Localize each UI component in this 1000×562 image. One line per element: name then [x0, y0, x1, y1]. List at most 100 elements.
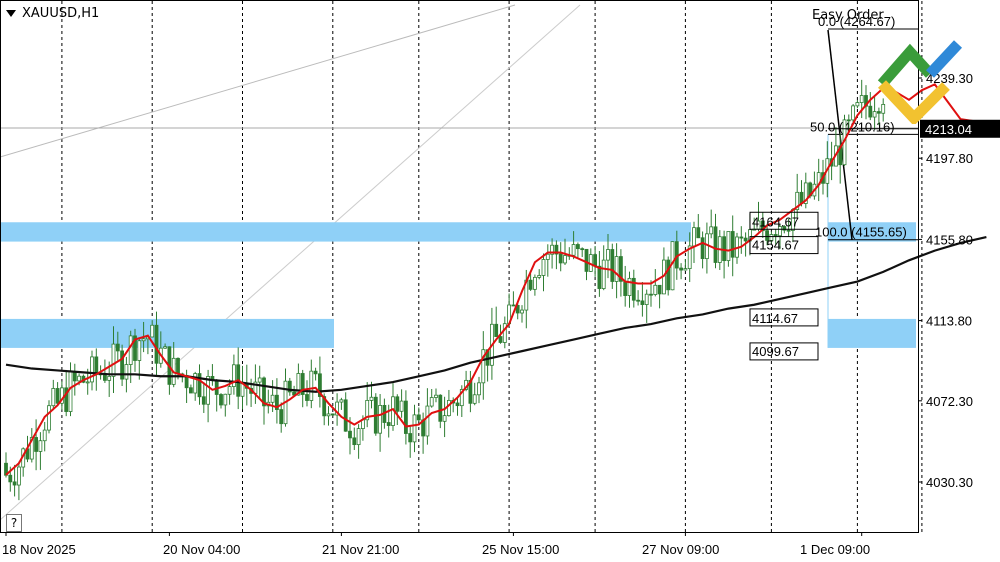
candle-body-95 [412, 414, 417, 443]
candle-body-168 [726, 231, 731, 262]
fib-label-0: 0.0 (4264.67) [818, 14, 895, 29]
axes: 4030.30 4072.30 4113.80 4155.80 4197.80 4239.… [0, 0, 973, 557]
candle-body-84 [365, 400, 370, 421]
candle-body-14 [64, 387, 69, 412]
candle-body-143 [619, 256, 623, 282]
candle-body-28 [124, 364, 129, 380]
candle-body-47 [206, 376, 211, 405]
candle-body-102 [442, 415, 447, 422]
candle-body-46 [201, 396, 206, 405]
candle-body-165 [713, 226, 718, 263]
candle-body-123 [533, 276, 537, 290]
candle-body-198 [855, 102, 860, 107]
candle-body-148 [640, 300, 645, 305]
candle-body-139 [601, 259, 606, 289]
candle-body-6 [29, 437, 34, 460]
candle-body-35 [154, 324, 159, 364]
y-tick-label-5: 4239.30 [926, 71, 973, 86]
candle-body-140 [606, 249, 610, 261]
menu-triangle-icon[interactable] [6, 10, 16, 17]
candle-body-78 [339, 399, 344, 403]
candle-body-10 [47, 405, 51, 431]
candle-body-172 [743, 237, 748, 242]
candle-body-87 [378, 405, 383, 434]
x-tick-label-4: 27 Nov 09:00 [642, 542, 719, 557]
candle-body-201 [868, 105, 873, 118]
candle-body-63 [274, 394, 279, 410]
candle-body-99 [429, 397, 434, 407]
grid-layer [0, 1, 923, 532]
candle-body-98 [425, 405, 430, 437]
help-icon[interactable]: ? [6, 514, 22, 532]
candle-body-94 [408, 433, 413, 443]
candle-body-69 [300, 373, 305, 395]
candle-body-157 [679, 267, 683, 271]
candle-body-137 [593, 254, 597, 267]
candle-body-24 [107, 375, 112, 381]
candle-body-160 [692, 227, 696, 247]
indicator-lines [5, 83, 987, 476]
candle-body-129 [558, 253, 563, 264]
zone-bottom-box-bottom [749, 342, 819, 361]
x-tick-label-2: 21 Nov 21:00 [322, 542, 399, 557]
candle-body-29 [128, 335, 133, 365]
candle-body-25 [111, 343, 116, 377]
easy-order-label[interactable]: Easy Order [812, 8, 884, 23]
labels: 4164.67 4154.67 4114.67 4099.67 4213.04 [749, 119, 1000, 361]
candle-body-138 [597, 265, 602, 289]
plot-frame [0, 0, 919, 533]
candle-body-19 [85, 381, 90, 384]
candle-body-89 [386, 422, 391, 426]
candle-body-85 [369, 396, 374, 401]
candle-body-162 [700, 237, 705, 260]
candle-body-132 [571, 244, 576, 256]
x-tick-label-5: 1 Dec 09:00 [800, 542, 870, 557]
candle-body-152 [657, 284, 662, 295]
candle-body-159 [687, 245, 692, 269]
candle-body-43 [188, 387, 193, 394]
candle-body-167 [722, 236, 726, 262]
candle-body-151 [653, 284, 658, 295]
candle-body-75 [326, 413, 331, 417]
candle-body-141 [610, 249, 615, 282]
trendline-1 [0, 4, 516, 158]
candle-body-30 [133, 335, 137, 361]
candle-body-21 [94, 356, 99, 375]
candle-body-3 [16, 466, 21, 486]
candle-body-125 [541, 259, 546, 276]
candle-body-111 [481, 349, 486, 384]
candle-body-80 [348, 430, 352, 439]
candle-body-53 [231, 364, 236, 387]
candle-body-158 [683, 268, 688, 271]
brand-logo-icon [872, 34, 968, 128]
symbol-title[interactable]: XAUUSD,H1 [6, 6, 99, 21]
candle-body-0 [4, 462, 8, 476]
zone-top-box-bottom [749, 236, 819, 255]
candle-body-145 [627, 277, 632, 296]
candle-body-119 [515, 304, 520, 314]
candle-body-114 [494, 323, 499, 337]
candle-body-144 [623, 280, 628, 296]
zone-bottom-label-bottom: 4099.67 [752, 344, 799, 359]
candle-body-9 [42, 429, 47, 442]
candle-body-79 [343, 399, 348, 432]
candle-body-146 [631, 277, 636, 301]
zone-bottom-label-top: 4114.67 [752, 311, 798, 326]
candle-body-64 [279, 409, 284, 425]
candle-body-150 [649, 293, 653, 296]
candle-body-203 [877, 111, 881, 114]
candle-body-7 [34, 437, 38, 452]
candle-body-126 [545, 253, 550, 260]
candle-body-178 [769, 234, 774, 241]
candle-body-110 [477, 382, 481, 396]
candle-body-130 [563, 255, 567, 264]
zone-top-label-bottom: 4154.67 [752, 238, 799, 253]
current-price-box [920, 119, 1000, 138]
x-tick-label-1: 20 Nov 04:00 [163, 542, 240, 557]
zone-right-bottom [828, 318, 916, 348]
candle-body-161 [696, 227, 701, 239]
candle-body-184 [795, 191, 800, 210]
candle-body-72 [313, 370, 318, 375]
candle-body-115 [498, 336, 503, 343]
